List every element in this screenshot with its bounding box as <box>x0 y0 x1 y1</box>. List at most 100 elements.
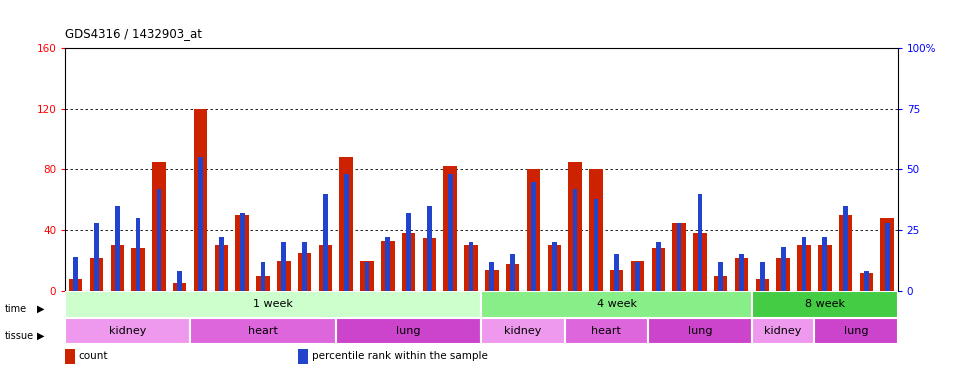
Bar <box>693 233 707 291</box>
Bar <box>777 258 790 291</box>
Bar <box>69 279 83 291</box>
Text: percentile rank within the sample: percentile rank within the sample <box>312 351 488 361</box>
Bar <box>448 174 452 291</box>
Bar <box>823 237 828 291</box>
Bar <box>65 291 482 318</box>
Bar <box>652 248 665 291</box>
Bar <box>756 279 769 291</box>
Text: kidney: kidney <box>504 326 541 336</box>
Bar <box>381 241 395 291</box>
Bar <box>194 109 207 291</box>
Text: ▶: ▶ <box>36 331 44 341</box>
Text: lung: lung <box>687 326 712 336</box>
Bar <box>156 189 161 291</box>
Bar <box>780 247 785 291</box>
Text: GDS4316 / 1432903_at: GDS4316 / 1432903_at <box>65 27 203 40</box>
Bar <box>656 242 660 291</box>
Bar <box>482 318 564 344</box>
Bar <box>485 270 498 291</box>
Bar <box>319 245 332 291</box>
Text: kidney: kidney <box>109 326 146 336</box>
Bar <box>859 273 874 291</box>
Bar <box>235 215 249 291</box>
Bar <box>198 157 203 291</box>
Bar <box>215 245 228 291</box>
Text: 8 week: 8 week <box>804 299 845 309</box>
Bar <box>323 194 327 291</box>
Bar <box>752 291 898 318</box>
Bar <box>365 262 370 291</box>
Bar <box>65 349 75 364</box>
Bar <box>589 169 603 291</box>
Bar <box>465 245 478 291</box>
Bar <box>444 166 457 291</box>
Bar <box>427 206 432 291</box>
Bar <box>422 238 436 291</box>
Bar <box>482 291 752 318</box>
Bar <box>802 237 806 291</box>
Bar <box>256 276 270 291</box>
Bar <box>219 237 224 291</box>
Bar <box>468 242 473 291</box>
Bar <box>110 245 124 291</box>
Bar <box>631 261 644 291</box>
Bar <box>527 169 540 291</box>
Bar <box>564 318 648 344</box>
Bar <box>298 253 311 291</box>
Bar <box>636 262 640 291</box>
Bar <box>385 237 390 291</box>
Bar <box>814 318 898 344</box>
Bar <box>506 263 519 291</box>
Bar <box>299 349 308 364</box>
Text: heart: heart <box>591 326 621 336</box>
Bar <box>152 162 166 291</box>
Bar <box>173 283 186 291</box>
Bar <box>402 233 416 291</box>
Text: 1 week: 1 week <box>253 299 294 309</box>
Bar <box>178 271 182 291</box>
Bar <box>336 318 482 344</box>
Bar <box>573 189 578 291</box>
Bar <box>739 255 744 291</box>
Text: heart: heart <box>248 326 277 336</box>
Bar <box>406 213 411 291</box>
Bar <box>797 245 811 291</box>
Bar <box>65 318 190 344</box>
Text: tissue: tissue <box>5 331 34 341</box>
Bar <box>818 245 831 291</box>
Bar <box>648 318 752 344</box>
Text: ▶: ▶ <box>36 304 44 314</box>
Text: kidney: kidney <box>764 326 802 336</box>
Bar <box>880 218 894 291</box>
Bar <box>135 218 140 291</box>
Bar <box>240 213 245 291</box>
Bar <box>260 262 265 291</box>
Bar <box>610 270 623 291</box>
Text: 4 week: 4 week <box>597 299 636 309</box>
Bar <box>281 242 286 291</box>
Bar <box>302 242 307 291</box>
Bar <box>360 261 373 291</box>
Bar <box>864 271 869 291</box>
Text: time: time <box>5 304 27 314</box>
Bar <box>511 255 515 291</box>
Bar <box>190 318 336 344</box>
Bar <box>843 206 848 291</box>
Bar <box>277 261 291 291</box>
Bar <box>132 248 145 291</box>
Bar <box>698 194 703 291</box>
Bar <box>552 242 557 291</box>
Bar <box>340 157 353 291</box>
Text: lung: lung <box>396 326 420 336</box>
Bar <box>718 262 723 291</box>
Bar <box>677 223 682 291</box>
Bar <box>115 206 120 291</box>
Bar <box>568 162 582 291</box>
Bar <box>547 245 561 291</box>
Bar <box>614 255 619 291</box>
Bar <box>89 258 104 291</box>
Text: count: count <box>79 351 108 361</box>
Bar <box>714 276 728 291</box>
Bar <box>344 174 348 291</box>
Bar <box>593 199 598 291</box>
